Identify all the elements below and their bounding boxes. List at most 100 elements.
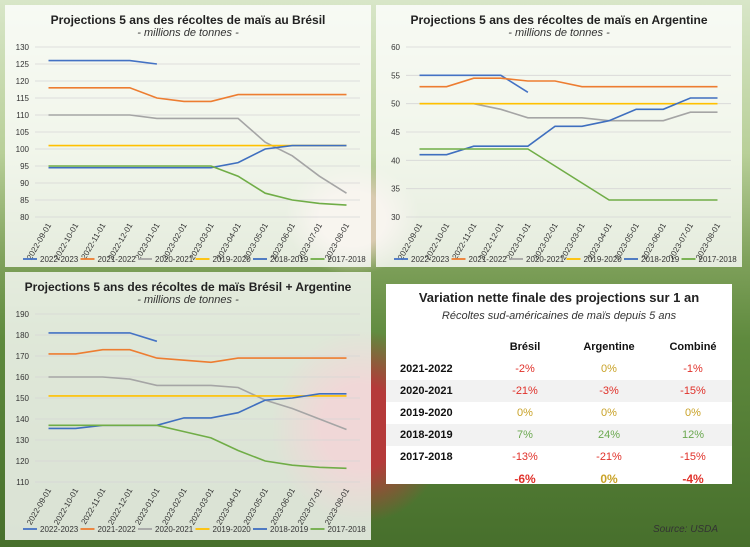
x-tick-label: 2023-04-01 [215,486,244,526]
row-label: 2019-2020 [400,407,453,419]
header-empty [386,336,486,358]
series-line-2017-2018 [419,148,718,201]
x-tick-label: 2022-11-01 [79,486,107,526]
y-tick-label: 190 [16,310,30,319]
series-line-2022-2023 [48,332,158,343]
header-bresil: Brésil [509,341,541,353]
total-cell: -4% [682,472,704,486]
series-line-2021-2022 [419,77,718,88]
row-label: 2021-2022 [400,363,453,375]
y-tick-label: 35 [391,185,400,194]
x-tick-label: 2022-10-01 [52,486,81,526]
row-label: 2017-2018 [400,451,453,463]
chart-title: Projections 5 ans des récoltes de maïs B… [24,280,352,294]
legend-label: 2019-2020 [584,255,623,264]
table-cell: -15% [680,451,706,463]
y-tick-label: 80 [20,213,29,222]
x-tick-label: 2023-03-01 [188,486,217,526]
x-tick-label: 2022-09-01 [25,486,54,526]
series-line-2017-2018 [48,165,347,206]
chart-title: Projections 5 ans des récoltes de maïs a… [50,13,326,27]
y-tick-label: 160 [16,373,30,382]
legend-label: 2022-2023 [40,255,79,264]
row-label: 2020-2021 [386,380,486,402]
y-tick-label: 180 [16,331,30,340]
x-tick-label: 2022-12-01 [106,486,135,526]
y-tick-label: 130 [16,43,30,52]
chart-panel-combined: Projections 5 ans des récoltes de maïs B… [5,272,371,540]
chart-combined: 1101201301401501601701801902022-09-01202… [16,310,367,534]
table-cell: 0% [601,407,617,419]
series-line-2021-2022 [48,87,347,103]
table-cell: -2% [515,363,535,375]
y-tick-label: 90 [20,179,29,188]
variation-table-panel: Variation nette finale des projections s… [386,284,732,486]
table-header-row: Brésil Argentine Combiné [386,336,732,358]
y-tick-label: 130 [16,436,30,445]
legend-label: 2018-2019 [270,525,309,534]
series-line-2021-2022 [48,348,347,364]
total-label-empty [386,468,486,490]
table-cell: 7% [486,424,564,446]
x-tick-label: 2023-06-01 [269,486,298,526]
y-tick-label: 110 [16,478,29,487]
table-cell: -15% [654,380,732,402]
y-tick-label: 125 [16,60,30,69]
y-tick-label: 95 [20,162,29,171]
series-line-2022-2023 [419,74,529,93]
table-row: 2017-2018 -13% -21% -15% [386,446,732,468]
table-cell: -21% [486,380,564,402]
y-tick-label: 140 [16,415,30,424]
y-tick-label: 50 [391,100,400,109]
legend-label: 2018-2019 [270,255,309,264]
chart-panel-brazil: Projections 5 ans des récoltes de maïs a… [5,5,371,267]
table-title: Variation nette finale des projections s… [418,290,700,305]
series-line-2018-2019 [48,393,347,430]
table-row: 2019-2020 0% 0% 0% [386,402,732,424]
series-line-2020-2021 [48,376,347,431]
y-tick-label: 110 [16,111,29,120]
variation-table: Brésil Argentine Combiné 2021-2022 -2% 0% -… [386,336,732,490]
x-tick-label: 2023-07-01 [296,486,325,526]
y-tick-label: 100 [16,145,30,154]
x-tick-label: 2023-08-01 [323,486,352,526]
header-combine: Combiné [669,341,717,353]
source-note: Source: USDA [652,524,718,535]
table-cell: 12% [654,424,732,446]
y-tick-label: 45 [391,128,400,137]
table-subtitle: Récoltes sud-américaines de maïs depuis … [441,310,677,322]
chart-brazil: 808590951001051101151201251302022-09-012… [16,43,367,264]
table-cell: 0% [517,407,533,419]
legend-label: 2017-2018 [699,255,738,264]
chart-subtitle: - millions de tonnes - [137,294,239,306]
y-tick-label: 105 [16,128,30,137]
legend-label: 2020-2021 [155,255,194,264]
y-tick-label: 40 [391,156,400,165]
total-cell: -6% [514,472,536,486]
table-row: 2021-2022 -2% 0% -1% [386,358,732,380]
table-cell: 0% [601,363,617,375]
legend-label: 2021-2022 [98,525,137,534]
row-label: 2018-2019 [386,424,486,446]
legend-label: 2021-2022 [98,255,137,264]
y-tick-label: 150 [16,394,30,403]
table-cell: -3% [564,380,654,402]
table-cell: -21% [596,451,622,463]
y-tick-label: 85 [20,196,29,205]
legend-label: 2018-2019 [641,255,680,264]
table-cell: -13% [512,451,538,463]
chart-panel-argentina: Projections 5 ans des récoltes de maïs e… [376,5,742,267]
y-tick-label: 60 [391,43,400,52]
y-tick-label: 120 [16,457,30,466]
table-cell: 24% [564,424,654,446]
legend-label: 2019-2020 [213,255,252,264]
y-tick-label: 30 [391,213,400,222]
series-line-2020-2021 [48,114,347,194]
legend-label: 2022-2023 [411,255,450,264]
table-cell: -1% [683,363,703,375]
legend-label: 2022-2023 [40,525,79,534]
x-tick-label: 2023-02-01 [160,486,189,526]
legend-label: 2020-2021 [526,255,565,264]
legend-label: 2020-2021 [155,525,194,534]
